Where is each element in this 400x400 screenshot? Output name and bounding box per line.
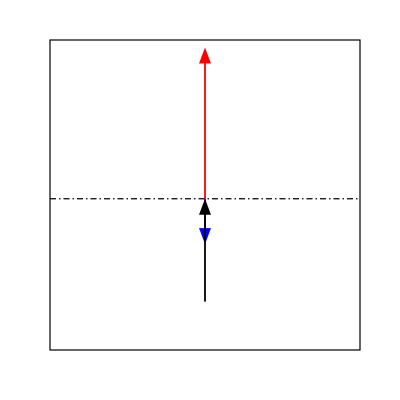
red-vector-arrowhead [199,47,211,64]
red-vector [199,47,211,199]
black-vector [199,198,211,302]
plot-frame [49,39,361,351]
black-vector-arrowhead [199,198,211,215]
vectors-group [199,47,211,302]
